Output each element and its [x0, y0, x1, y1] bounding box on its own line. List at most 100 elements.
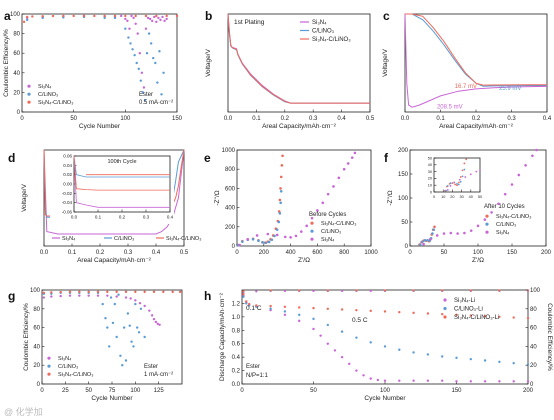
x-tick-label: 25: [62, 388, 69, 394]
capacity-point: [455, 356, 458, 360]
data-point: [106, 326, 109, 329]
data-point: [25, 18, 29, 22]
capacity-point: [512, 361, 515, 365]
capacity-point: [412, 351, 415, 354]
x-tick-label: 50: [441, 250, 448, 256]
data-point: [510, 183, 514, 186]
capacity-point: [319, 334, 322, 337]
data-point: [156, 81, 159, 84]
data-point: [134, 22, 137, 25]
x-tick-label: 1000: [364, 250, 378, 256]
x-tick-label: 50: [478, 195, 482, 199]
data-point: [145, 52, 149, 55]
inset-data-point: [461, 175, 464, 178]
plot-frame: [241, 289, 529, 385]
x-tick-label: 0.0: [224, 116, 233, 122]
annotation-current: 1 mA·cm⁻²: [144, 372, 173, 378]
y-tick-label: 60: [33, 326, 40, 332]
x-axis-label: Areal Capacity/mAh·cm⁻²: [77, 257, 152, 264]
capacity-point: [398, 348, 401, 351]
capacity-point: [340, 355, 344, 359]
x-tick-label: 75: [109, 388, 116, 394]
data-point: [50, 295, 53, 298]
x-axis-label: Cycle Number: [364, 395, 406, 402]
data-point: [152, 290, 156, 294]
x-tick-label: 50: [310, 388, 317, 394]
capacity-point: [512, 380, 515, 383]
capacity-point: [362, 374, 365, 377]
data-point: [115, 335, 118, 339]
data-point: [149, 42, 153, 45]
data-point: [96, 290, 100, 294]
capacity-point: [483, 380, 487, 383]
y-tick-label: 0.06: [63, 154, 72, 159]
capacity-point: [383, 345, 387, 348]
data-point: [171, 290, 174, 294]
panel-letter: g: [8, 289, 15, 303]
data-point: [332, 185, 335, 188]
data-point: [96, 294, 100, 297]
data-point: [267, 240, 271, 244]
capacity-point: [369, 341, 372, 344]
inset-data-point: [465, 158, 468, 161]
y-axis-label: Voltage/V: [205, 48, 212, 76]
data-point: [531, 154, 534, 158]
y-axis-label: Discharge Capacity/mAh·cm⁻²: [219, 292, 226, 381]
x-tick-label: 0: [240, 388, 244, 394]
data-point: [423, 238, 427, 242]
y-axis-label: -Z''/Ω: [387, 190, 394, 205]
data-point: [161, 15, 164, 19]
data-point: [305, 224, 308, 228]
capacity-point: [383, 310, 387, 313]
data-point: [115, 295, 118, 298]
x-tick-label: 0.4: [167, 215, 174, 220]
x-tick-label: 125: [154, 388, 165, 394]
data-point: [87, 290, 90, 294]
capacity-point: [245, 300, 248, 303]
efficiency-point: [526, 289, 530, 292]
x-tick-label: 600: [312, 250, 323, 256]
data-point: [155, 20, 158, 24]
panel-f: f0 50 100 150 200050100150200Z'/Ω-Z''/ΩAfter…: [384, 148, 552, 264]
inset-data-point: [458, 178, 461, 181]
x-tick-label: 0.3: [309, 116, 318, 122]
data-point: [279, 189, 283, 193]
data-point: [113, 14, 117, 18]
x-tick-label: 200: [541, 250, 552, 256]
data-point: [138, 52, 141, 55]
panel-letter: f: [384, 151, 389, 165]
capacity-point: [269, 304, 272, 308]
data-point: [163, 19, 166, 23]
data-point: [159, 18, 162, 22]
capacity-point: [483, 359, 487, 362]
inset-data-point: [475, 170, 478, 173]
legend-label: Si₃N₄: [321, 237, 335, 243]
data-point: [42, 296, 46, 299]
capacity-point: [355, 336, 358, 339]
data-point: [140, 71, 144, 75]
legend-swatch: [27, 92, 31, 96]
capacity-point: [283, 310, 287, 313]
legend-swatch: [27, 84, 31, 88]
inset-data-point: [461, 169, 464, 172]
capacity-point: [312, 327, 315, 331]
data-point: [432, 228, 436, 231]
x-axis-label: Areal Capacity/mAh·cm⁻²: [262, 123, 337, 130]
legend-label: Si₃N₄-Li: [454, 298, 475, 304]
y-tick-label: 40: [33, 344, 40, 350]
data-point: [126, 312, 130, 315]
data-point: [251, 237, 255, 241]
data-point: [128, 27, 131, 30]
legend-swatch: [310, 221, 314, 225]
data-point: [342, 167, 346, 171]
y-tick-label: 0.0: [232, 382, 241, 388]
legend-swatch: [47, 356, 51, 360]
inset-data-point: [457, 181, 460, 184]
capacity-point: [412, 311, 415, 315]
data-point: [103, 16, 106, 20]
y-tick-label: 20: [428, 177, 432, 181]
x-axis-label: Areal Capacity/mAh·cm⁻²: [439, 123, 514, 130]
data-point: [141, 91, 145, 94]
annotation-after-cycles: After 10 Cycles: [484, 204, 525, 210]
inset-data-point: [459, 180, 462, 183]
